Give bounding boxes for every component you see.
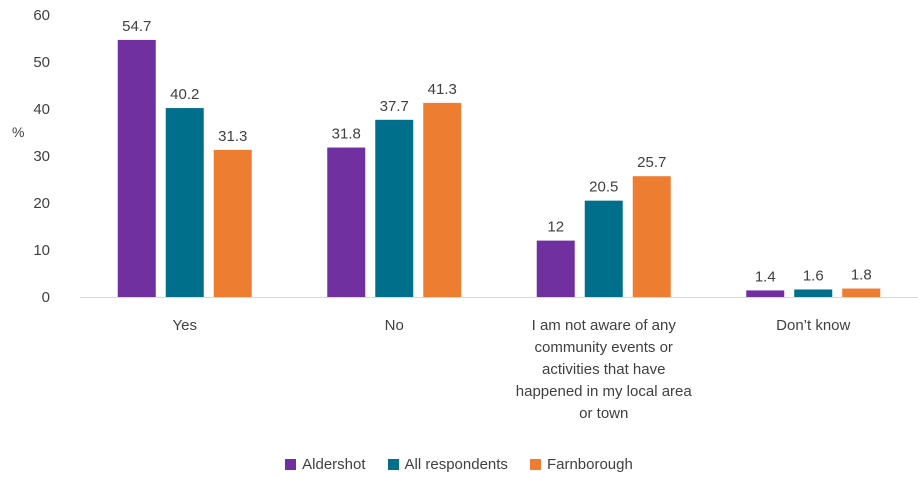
legend: Aldershot All respondents Farnborough	[0, 452, 918, 476]
bar	[375, 119, 414, 297]
legend-item: Aldershot	[285, 455, 366, 473]
data-label: 1.8	[851, 267, 872, 284]
legend-label: All respondents	[404, 455, 508, 473]
category-label: Yes	[173, 317, 197, 334]
y-axis-label: %	[12, 124, 24, 140]
category-label: No	[385, 317, 404, 334]
y-tick-label: 20	[33, 195, 50, 212]
data-label: 25.7	[637, 154, 666, 171]
y-tick-label: 50	[33, 54, 50, 71]
bar	[423, 102, 462, 297]
legend-item: Farnborough	[529, 455, 633, 473]
legend-swatch	[285, 458, 297, 470]
data-label: 37.7	[380, 98, 409, 115]
bar	[746, 290, 785, 297]
data-label: 54.7	[122, 18, 151, 35]
category-label: activities that have	[542, 361, 665, 378]
bar	[632, 176, 671, 297]
category-label: I am not aware of any	[532, 317, 677, 334]
legend-swatch	[387, 458, 399, 470]
y-tick-label: 60	[33, 7, 50, 24]
bar	[842, 288, 881, 297]
y-axis: 0 10 20 30 40 50 60	[33, 7, 50, 306]
bar	[584, 200, 623, 297]
y-tick-label: 30	[33, 148, 50, 165]
data-label: 20.5	[589, 179, 618, 196]
bars	[117, 39, 881, 297]
data-label: 31.3	[218, 128, 247, 145]
bar	[213, 149, 252, 297]
legend-label: Aldershot	[302, 455, 366, 473]
legend-label: Farnborough	[546, 455, 633, 473]
data-label: 1.6	[803, 267, 824, 284]
bar	[165, 108, 204, 297]
bar	[794, 289, 833, 297]
category-label: happened in my local area	[516, 383, 693, 400]
data-label: 40.2	[170, 86, 199, 103]
data-label: 31.8	[332, 126, 361, 143]
data-labels: 54.7 40.2 31.3 31.8 37.7 41.3 12 20.5 25.7 1.4 1.6…	[122, 18, 872, 286]
data-label: 12	[547, 219, 564, 236]
bar	[327, 147, 366, 297]
y-tick-label: 40	[33, 101, 50, 118]
bar	[536, 240, 575, 297]
category-labels: Yes No I am not aware of any community even…	[173, 317, 851, 422]
category-label: Don’t know	[776, 317, 850, 334]
legend-item: All respondents	[387, 455, 508, 473]
legend-swatch	[529, 458, 541, 470]
y-tick-label: 10	[33, 242, 50, 259]
data-label: 41.3	[428, 81, 457, 98]
bar	[117, 39, 156, 297]
category-label: or town	[579, 405, 628, 422]
y-tick-label: 0	[42, 289, 50, 306]
data-label: 1.4	[755, 268, 776, 285]
category-label: community events or	[535, 339, 673, 356]
